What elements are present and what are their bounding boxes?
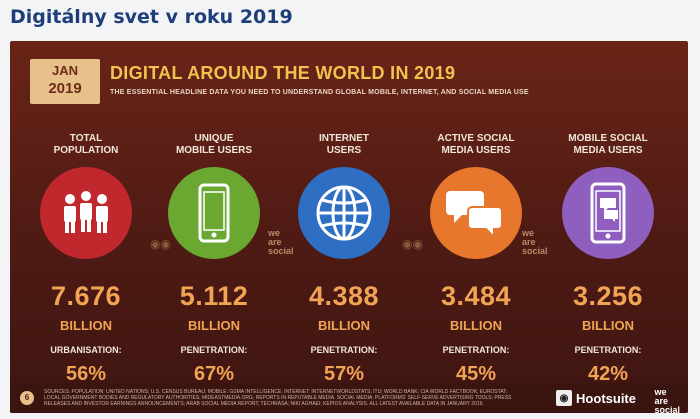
metric-sublabel: PENETRATION: — [180, 345, 248, 355]
metric-unit: BILLION — [188, 318, 240, 333]
metric-total-population: TOTAL POPULATION 7.676 BILLION URBANISAT… — [28, 123, 144, 386]
metric-value: 3.256 — [572, 281, 644, 311]
metric-sublabel: PENETRATION: — [310, 345, 378, 355]
metric-unit: BILLION — [450, 318, 502, 333]
we-are-social-logo: we are social — [654, 387, 680, 414]
sources-text: SOURCES: POPULATION: UNITED NATIONS; U.S… — [44, 389, 512, 407]
metric-internet-users: INTERNET USERS 4.388 BILLION PENETRATION… — [286, 123, 402, 386]
metric-label: ACTIVE SOCIAL MEDIA USERS — [437, 133, 515, 156]
mobile-chat-icon — [562, 167, 654, 259]
chat-bubbles-icon — [430, 167, 522, 259]
we-are-social-watermark: we are social — [522, 228, 548, 256]
slide-heading: DIGITAL AROUND THE WORLD IN 2019 — [110, 63, 456, 83]
metric-unit: BILLION — [582, 318, 634, 333]
metric-label: TOTAL POPULATION — [53, 133, 119, 156]
metric-value: 5.112 — [179, 281, 249, 311]
owl-logo-icon: ◉ — [556, 390, 573, 406]
metric-percentage: 57% — [323, 363, 365, 385]
metric-percentage: 42% — [587, 363, 629, 385]
hootsuite-logo: ◉ Hootsuite — [556, 390, 636, 406]
page-number: 6 — [20, 391, 34, 405]
owl-icon: ◉◉ — [150, 237, 171, 251]
metric-label: MOBILE SOCIAL MEDIA USERS — [568, 133, 648, 156]
page-title: Digitálny svet v roku 2019 — [10, 6, 293, 28]
globe-icon — [298, 167, 390, 259]
metric-sublabel: URBANISATION: — [50, 345, 122, 355]
metric-sublabel: PENETRATION: — [442, 345, 510, 355]
we-are-social-watermark: we are social — [268, 228, 294, 256]
metric-percentage: 67% — [193, 363, 235, 385]
badge-month: JAN — [51, 63, 78, 78]
mobile-phone-icon — [168, 167, 260, 259]
metric-value: 7.676 — [50, 281, 122, 311]
metric-value: 3.484 — [440, 281, 512, 311]
metric-value: 4.388 — [308, 281, 380, 311]
brand-name: Hootsuite — [576, 390, 636, 406]
metric-active-social-media-users: ACTIVE SOCIAL MEDIA USERS 3.484 BILLION … — [418, 123, 534, 386]
slide-subheading: THE ESSENTIAL HEADLINE DATA YOU NEED TO … — [110, 89, 529, 96]
badge-year: 2019 — [48, 80, 82, 97]
metric-unique-mobile-users: UNIQUE MOBILE USERS 5.112 BILLION PENETR… — [156, 123, 272, 386]
owl-icon: ◉◉ — [402, 237, 423, 251]
slide: JAN 2019 DIGITAL AROUND THE WORLD IN 201… — [10, 41, 688, 413]
metric-label: UNIQUE MOBILE USERS — [175, 133, 253, 156]
slide-footer: 6 SOURCES: POPULATION: UNITED NATIONS; U… — [10, 383, 688, 413]
metric-unit: BILLION — [60, 318, 112, 333]
metric-mobile-social-media-users: MOBILE SOCIAL MEDIA USERS 3.256 BILLION … — [550, 123, 666, 386]
metric-sublabel: PENETRATION: — [574, 345, 642, 355]
metric-unit: BILLION — [318, 318, 370, 333]
metric-percentage: 56% — [65, 363, 107, 385]
metric-percentage: 45% — [455, 363, 497, 385]
date-badge: JAN 2019 — [30, 59, 100, 104]
metric-label: INTERNET USERS — [319, 133, 369, 156]
people-icon — [40, 167, 132, 259]
